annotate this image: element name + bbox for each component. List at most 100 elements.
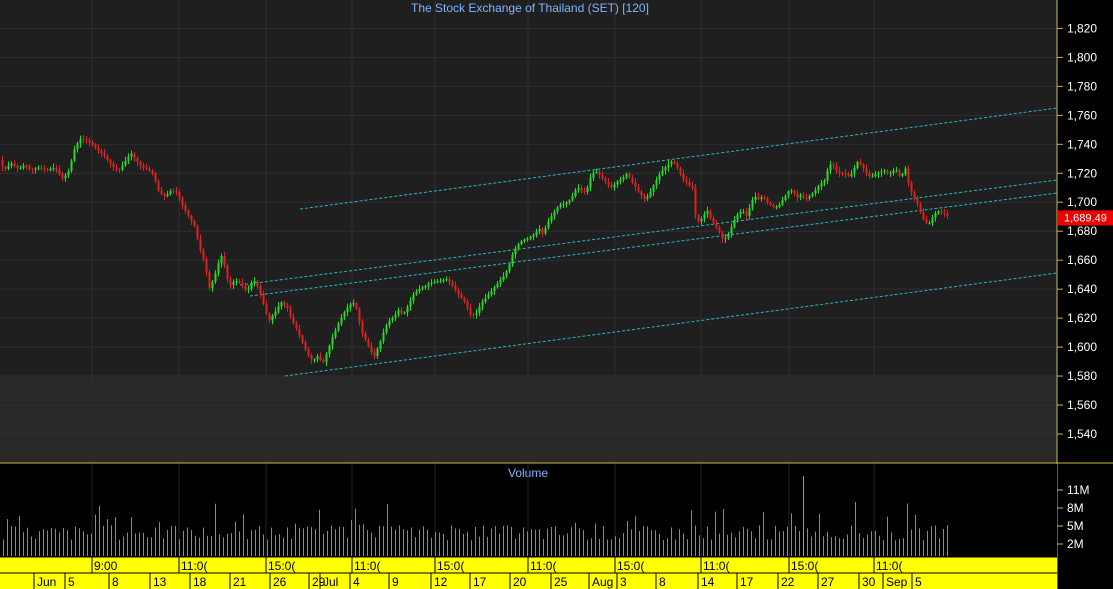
volume-bar [399, 525, 400, 556]
candle [856, 160, 859, 170]
volume-bar [675, 539, 676, 556]
candle [673, 158, 676, 165]
volume-bar [35, 538, 36, 556]
candle [196, 224, 199, 241]
candle [787, 190, 790, 199]
volume-bar [371, 532, 372, 556]
candle [655, 176, 658, 190]
time-label: 11:0( [703, 559, 729, 573]
candle [52, 163, 55, 172]
volume-bar [207, 535, 208, 556]
candle [775, 205, 778, 210]
candle [34, 166, 37, 174]
volume-bar [847, 534, 848, 556]
volume-bar [27, 527, 28, 556]
volume-bar [779, 531, 780, 556]
candle [859, 158, 862, 166]
candle [769, 200, 772, 207]
channel-line [239, 179, 1058, 286]
candle [235, 278, 238, 286]
candle [499, 276, 502, 287]
candle [745, 208, 748, 220]
candle [109, 158, 112, 168]
volume-bar [67, 530, 68, 556]
candle [352, 299, 355, 307]
candle [691, 181, 694, 191]
candle [517, 242, 520, 251]
candle [280, 300, 283, 310]
candle [208, 269, 211, 291]
candle [379, 339, 382, 352]
candle [277, 302, 280, 314]
candle [313, 358, 316, 363]
volume-bar [919, 528, 920, 556]
candle [445, 276, 448, 282]
candle [778, 202, 781, 209]
candle [67, 168, 70, 178]
candle [85, 136, 88, 144]
time-label: 15:0( [791, 559, 818, 573]
volume-bar [807, 528, 808, 556]
candle [481, 299, 484, 311]
candle [730, 223, 733, 238]
candle [868, 170, 871, 179]
volume-bar [699, 535, 700, 556]
volume-bar [935, 525, 936, 556]
candle [274, 307, 277, 319]
volume-bar [311, 527, 312, 556]
volume-bar [927, 530, 928, 556]
candle [556, 205, 559, 215]
candle [397, 307, 400, 318]
candle [505, 270, 508, 279]
candle [148, 166, 151, 172]
volume-bar [131, 517, 132, 556]
candle [103, 148, 106, 159]
candle [760, 195, 763, 202]
candle [217, 259, 220, 277]
candle [715, 219, 718, 230]
candle [409, 296, 412, 311]
volume-bar [751, 531, 752, 556]
volume-bar [387, 504, 388, 556]
candle [583, 187, 586, 195]
candle [613, 182, 616, 191]
candle [412, 292, 415, 305]
volume-bar [679, 529, 680, 556]
candle [646, 193, 649, 202]
candle [742, 208, 745, 214]
candle [427, 281, 430, 291]
volume-bar [191, 529, 192, 556]
price-tick-label: 1,820 [1067, 21, 1097, 35]
volume-bar [267, 539, 268, 556]
candle [40, 164, 43, 171]
candle [460, 291, 463, 300]
volume-bar [11, 526, 12, 556]
volume-bar [555, 526, 556, 556]
candle [643, 193, 646, 203]
volume-bar [867, 534, 868, 556]
candle [838, 166, 841, 177]
candle [946, 210, 949, 219]
price-tick-label: 1,720 [1067, 166, 1097, 180]
candle [670, 160, 673, 168]
candle [373, 348, 376, 360]
volume-bar [219, 534, 220, 556]
candle [376, 346, 379, 359]
candle [736, 212, 739, 223]
volume-bar [467, 531, 468, 556]
candle [112, 161, 115, 171]
candle [697, 213, 700, 224]
candle [880, 168, 883, 177]
volume-bar [367, 529, 368, 556]
candle [451, 279, 454, 287]
volume-bar [331, 525, 332, 556]
volume-bar [635, 516, 636, 556]
volume-bar [31, 536, 32, 556]
candle [439, 278, 442, 284]
candle [334, 327, 337, 340]
date-label: 4 [353, 575, 360, 589]
candle [79, 135, 82, 148]
volume-bar [819, 513, 820, 556]
volume-bar [787, 526, 788, 556]
